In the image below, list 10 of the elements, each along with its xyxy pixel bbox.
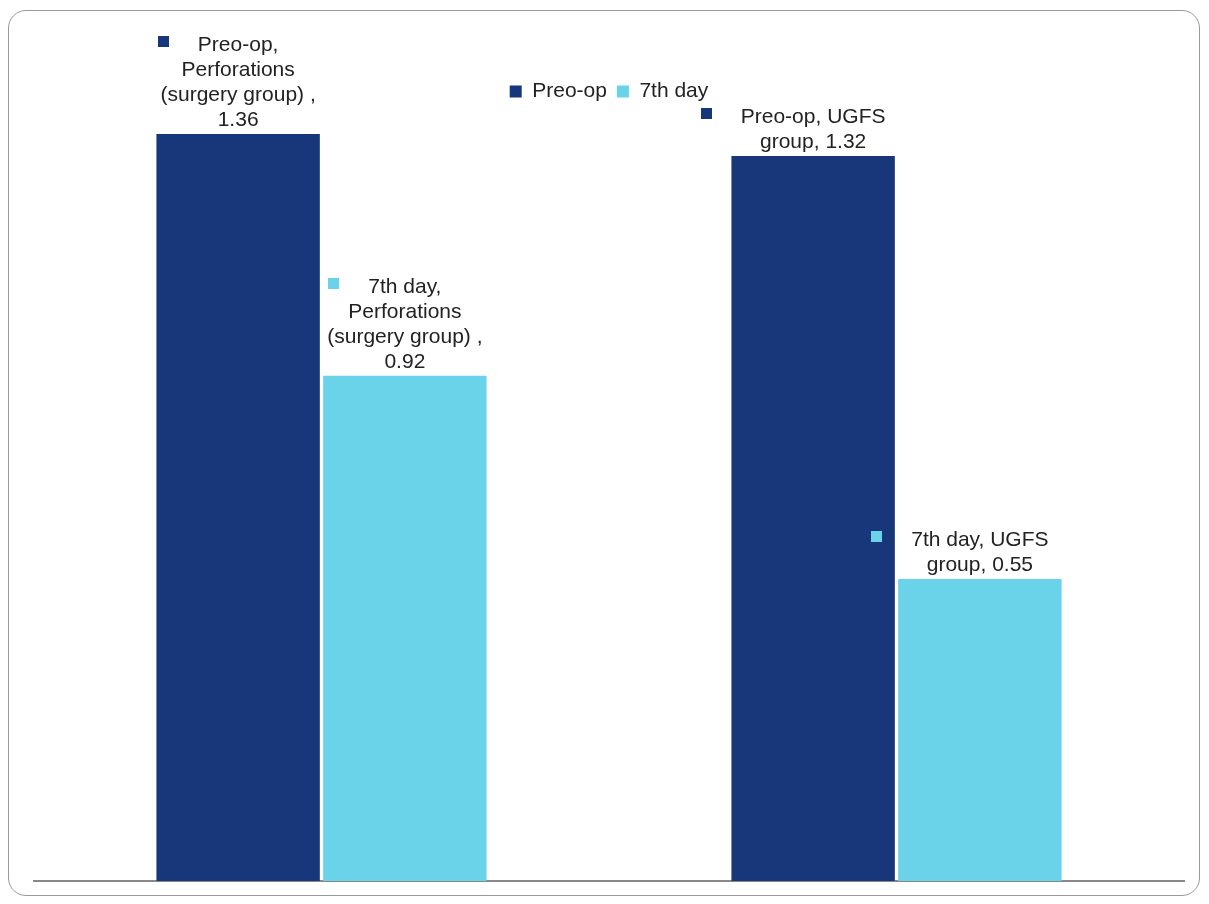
data-label: Preo-op, Perforations (surgery group) , 1.36 — [160, 31, 316, 130]
bar — [323, 375, 487, 881]
data-label: 7th day, Perforations (surgery group) , 0.92 — [327, 273, 483, 372]
data-label: 7th day, UGFS group, 0.55 — [911, 526, 1049, 575]
legend-label: 7th day — [639, 78, 709, 102]
data-label: Preo-op, UGFS group, 1.32 — [740, 103, 886, 152]
bar — [731, 155, 895, 881]
legend-label: Preo-op — [532, 78, 607, 102]
bar — [156, 133, 320, 881]
bar — [898, 578, 1062, 881]
